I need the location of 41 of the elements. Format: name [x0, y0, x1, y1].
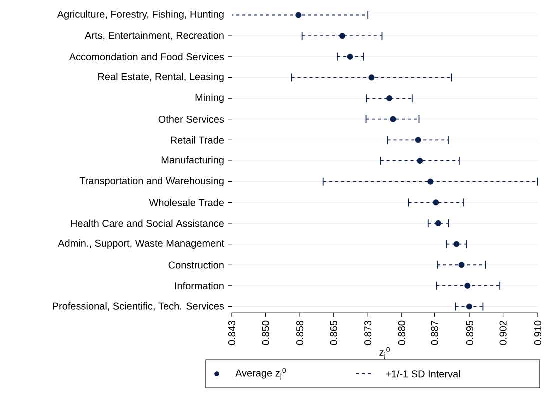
y-tick-label: Transportation and Warehousing — [80, 177, 224, 186]
point — [433, 200, 440, 206]
point — [347, 54, 354, 60]
text: +1/-1 SD Interval — [386, 370, 460, 378]
y-tick-label: Information — [175, 282, 224, 290]
x-tick-label: 0.843 — [228, 320, 236, 346]
x-tick-label: 0.902 — [500, 321, 507, 346]
x-tick-label: 0.865 — [330, 320, 338, 346]
point — [417, 158, 424, 164]
x-tick-label: 0.887 — [431, 321, 438, 346]
point — [458, 262, 465, 268]
y-tick-label: Mining — [196, 94, 224, 104]
x-tick-label: 0.858 — [296, 320, 304, 346]
y-tick-label: Manufacturing — [162, 156, 224, 166]
x-tick-label: 0.873 — [364, 320, 372, 346]
y-tick-label: Wholesale Trade — [149, 198, 224, 206]
y-tick-label: Agriculture, Forestry, Fishing, Hunting — [57, 10, 224, 20]
y-tick-label: Real Estate, Rental, Leasing — [98, 73, 224, 82]
y-tick-label: Construction — [168, 261, 224, 269]
y-tick-label: Accomondation and Food Services — [69, 53, 224, 61]
y-tick-label: Health Care and Social Assistance — [71, 220, 224, 228]
point — [415, 137, 422, 144]
point — [340, 33, 346, 40]
point — [296, 12, 302, 18]
point — [368, 74, 375, 81]
y-tick-label: Retail Trade — [171, 136, 224, 144]
point — [464, 282, 471, 289]
y-tick-label: Professional, Scientific, Tech. Services — [53, 302, 224, 312]
y-tick-label: Other Services — [158, 116, 224, 124]
x-tick-label: 0.880 — [398, 320, 406, 346]
y-tick-label: Arts, Entertainment, Recreation — [84, 32, 224, 40]
x-tick-label: 0.850 — [262, 320, 270, 346]
x-tick-label: 0.910 — [534, 320, 542, 346]
x-tick-label: 0.895 — [466, 320, 474, 346]
point — [466, 304, 472, 310]
point — [390, 116, 396, 122]
point — [386, 96, 393, 102]
point — [435, 220, 442, 226]
y-tick-label: Admin., Support, Waste Management — [58, 240, 224, 249]
point — [428, 178, 434, 185]
point — [454, 241, 460, 248]
